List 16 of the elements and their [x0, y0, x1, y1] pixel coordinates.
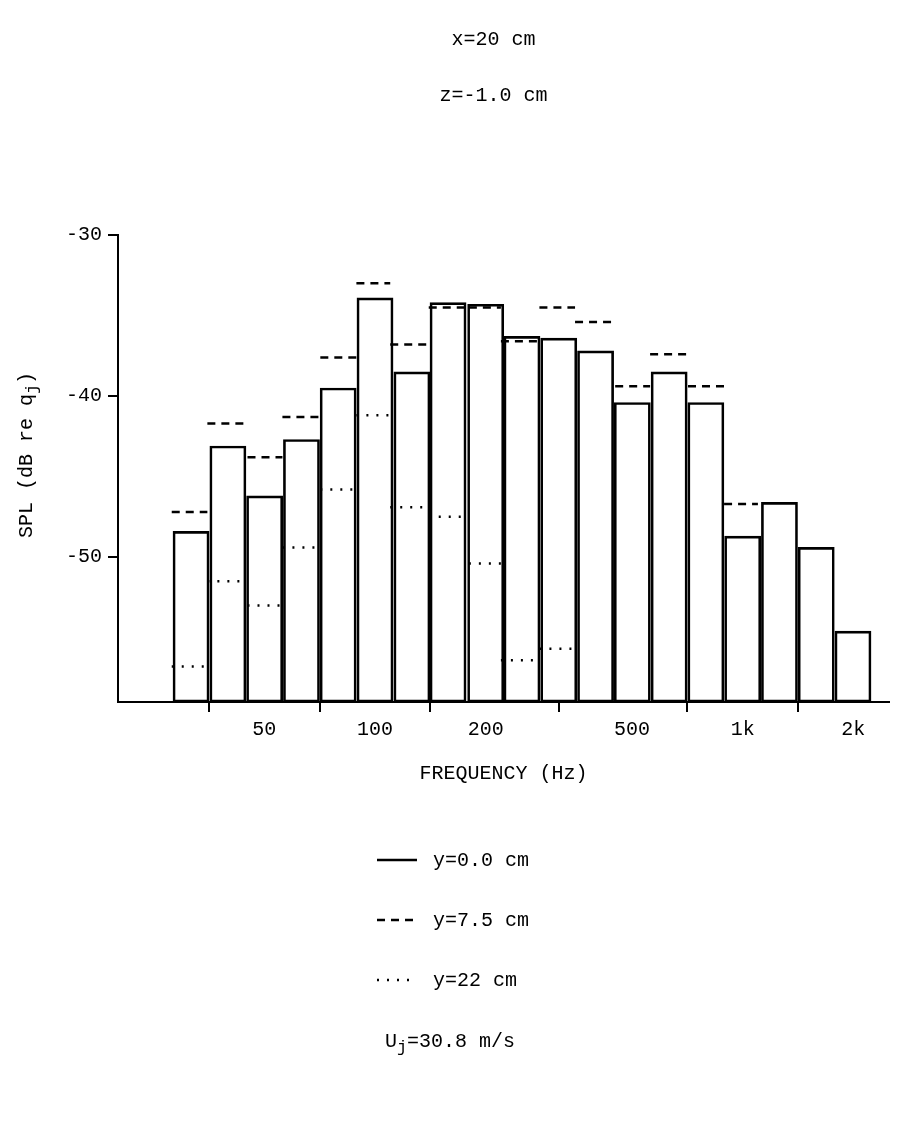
x-tick-label: 50 [252, 718, 277, 742]
x-tick-label: 200 [467, 718, 504, 742]
chart-title: x=20 cm [450, 28, 537, 51]
x-tick-label: 500 [613, 718, 651, 742]
legend-label: y=22 cm [433, 968, 518, 992]
chart-subtitle: z=-1.0 cm [438, 84, 549, 107]
legend-label: y=0.0 cm [433, 848, 530, 872]
y-tick-label: -40 [65, 384, 103, 408]
legend-label: y=7.5 cm [433, 908, 530, 932]
x-tick-label: 1k [730, 718, 755, 742]
x-tick-label: 100 [357, 718, 394, 742]
y-tick-label: -50 [65, 545, 103, 569]
y-tick-label: -30 [65, 223, 103, 247]
text: U$_{j}$=30.8 m/s [385, 1030, 516, 1057]
x-tick-label: 2k [841, 718, 866, 742]
x-axis-title: FREQUENCY (Hz) [419, 762, 588, 786]
